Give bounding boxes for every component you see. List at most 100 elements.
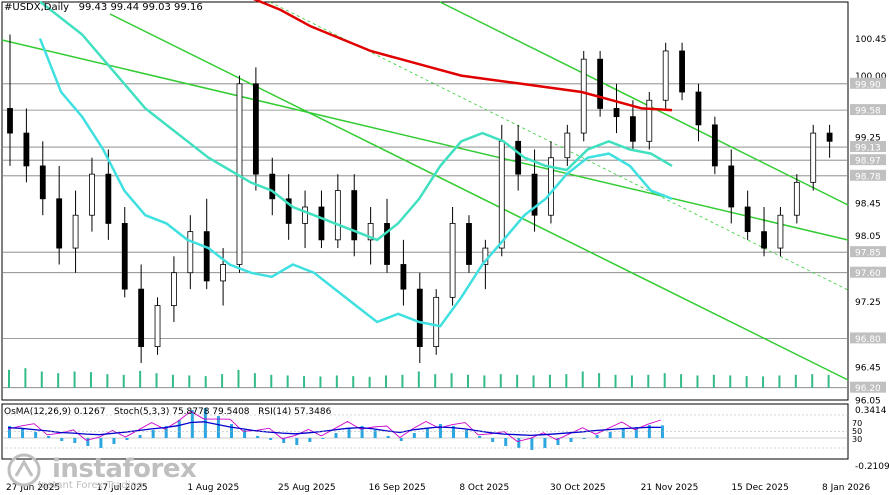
channel-mid-line — [1, 39, 849, 241]
volume-bar — [680, 374, 683, 388]
ema-fast-line — [38, 38, 673, 328]
x-axis-label: 16 Sep 2025 — [369, 483, 426, 493]
candle-body — [744, 206, 751, 233]
volume-bar — [663, 373, 666, 388]
osma-max-label: 0.3414 — [855, 406, 887, 416]
candle-body — [564, 132, 571, 159]
candle-body — [367, 223, 374, 241]
volume-bar — [450, 373, 453, 388]
volume-bar — [417, 371, 420, 388]
candle-body — [89, 173, 95, 216]
candle-body — [531, 173, 538, 216]
osma-bar — [203, 408, 207, 438]
volume-bar — [729, 375, 732, 388]
volume-bar — [221, 374, 224, 388]
rsi-label: RSI(14) 57.3486 — [258, 407, 332, 417]
candle-body — [203, 231, 210, 282]
level-label: 98.78 — [855, 172, 881, 182]
candle-body — [580, 58, 587, 134]
volume-bar — [434, 374, 437, 388]
candle-body — [72, 214, 79, 249]
osc-level-label: 50 — [852, 427, 862, 436]
x-axis-label: 17 Jul 2025 — [97, 483, 148, 493]
volume-bar — [253, 373, 256, 388]
level-label-bg — [850, 141, 886, 153]
candle-body — [466, 223, 472, 265]
volume-bar — [516, 374, 519, 388]
candle-body — [662, 50, 669, 101]
volume-bar — [630, 375, 633, 388]
volume-bar — [204, 376, 207, 388]
brand-tagline: Instant Forex Trading — [38, 480, 144, 491]
indicator-header: OsMA(12,26,9) 0.1267 Stoch(5,3,3) 75.877… — [4, 407, 331, 417]
y-axis-label: 96.05 — [855, 397, 881, 407]
volume-bar — [762, 376, 765, 388]
level-label: 97.85 — [855, 249, 881, 259]
volume-bar — [499, 374, 502, 388]
volume-bar — [565, 374, 568, 388]
candle-body — [56, 198, 63, 249]
candle-body — [384, 223, 390, 265]
volume-bar — [303, 376, 306, 388]
osma-bar — [517, 437, 521, 448]
level-label: 96.80 — [855, 335, 881, 345]
osma-bar — [634, 427, 638, 438]
stoch-label: Stoch(5,3,3) 75.8778 79.5408 — [114, 407, 250, 417]
candle-body — [711, 124, 718, 167]
ema-slow-line — [252, 0, 673, 112]
y-axis-label: 99.25 — [855, 134, 881, 144]
osma-bar — [47, 436, 51, 438]
osma-bar — [269, 437, 273, 440]
level-label-bg — [850, 266, 886, 278]
x-axis-label: 25 Aug 2025 — [278, 483, 336, 493]
candle-body — [220, 264, 226, 282]
level-label-bg — [850, 246, 886, 258]
channel-upper-line — [439, 1, 849, 206]
osma-bar — [295, 437, 299, 445]
x-axis-label: 8 Oct 2025 — [459, 483, 509, 493]
osc-level-label: 30 — [852, 435, 862, 444]
candle-body — [171, 272, 177, 306]
volume-bar — [40, 371, 43, 388]
candle-body — [433, 296, 440, 348]
x-axis-label: 27 Jun 2025 — [6, 483, 60, 493]
osma-bar — [125, 437, 129, 440]
volume-bar — [319, 376, 322, 388]
candle-body — [318, 206, 325, 241]
volume-bar — [811, 374, 814, 388]
osma-bar — [399, 437, 403, 441]
volume-bar — [106, 374, 109, 388]
osma-bar — [347, 428, 351, 438]
candle-body — [793, 181, 800, 216]
volume-bar — [712, 374, 715, 388]
y-axis-label: 100.00 — [855, 72, 887, 82]
volume-bar — [385, 375, 388, 388]
level-label: 97.60 — [855, 269, 881, 279]
osma-bar — [425, 428, 429, 438]
candle-body — [761, 231, 767, 249]
y-axis-label: 98.45 — [855, 199, 881, 209]
x-axis-label: 30 Oct 2025 — [550, 483, 606, 493]
volume-bar — [270, 374, 273, 388]
volume-bar — [483, 375, 486, 388]
candle-body — [105, 173, 112, 224]
osma-bar — [177, 420, 181, 438]
osma-bar — [86, 437, 90, 446]
symbol-label: #USDX,Daily — [4, 2, 70, 13]
ema-mid-line — [39, 0, 673, 242]
level-label-bg — [850, 381, 886, 393]
candle-body — [597, 58, 604, 109]
osma-bar — [386, 436, 390, 438]
x-axis-label: 8 Jan 2026 — [822, 483, 870, 493]
volume-bar — [8, 369, 10, 388]
volume-bar — [778, 375, 781, 388]
osma-bar — [412, 433, 416, 438]
candle-body — [154, 305, 161, 348]
volume-bar — [401, 374, 404, 388]
x-axis-label: 21 Nov 2025 — [641, 483, 699, 493]
candle-body — [646, 99, 653, 142]
osma-bar — [321, 437, 325, 439]
candle-body — [728, 165, 735, 208]
